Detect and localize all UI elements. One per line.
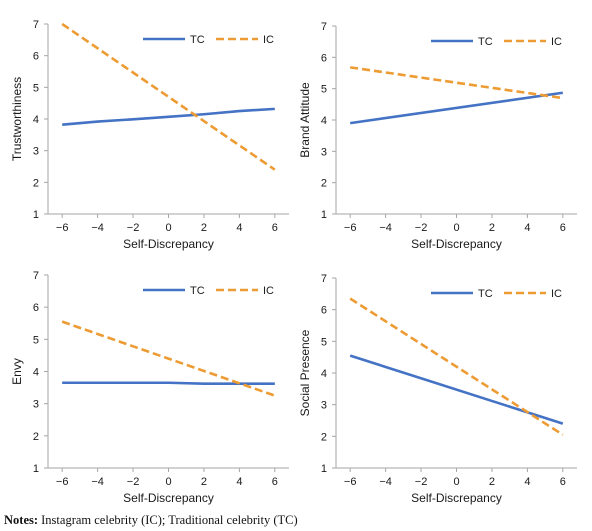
x-axis-title: Self-Discrepancy (411, 491, 502, 505)
legend-label-tc: TC (478, 36, 493, 48)
y-axis-title: Brand Attitude (298, 82, 312, 158)
x-tick-label: −6 (56, 222, 69, 234)
series-line-tc (62, 107, 275, 126)
figure-notes: Notes: Instagram celebrity (IC); Traditi… (4, 513, 298, 528)
x-tick-label: 6 (272, 222, 278, 234)
x-tick-label: 0 (453, 476, 459, 488)
series-line-ic (349, 297, 564, 436)
x-tick-label: 2 (489, 476, 495, 488)
legend-label-tc: TC (190, 34, 205, 46)
notes-label: Notes: (4, 513, 39, 527)
x-axis-title: Self-Discrepancy (123, 491, 214, 505)
y-tick-label: 3 (321, 146, 327, 158)
y-tick-label: 5 (321, 84, 327, 96)
x-tick-label: −4 (91, 222, 104, 234)
y-tick-label: 1 (33, 463, 39, 475)
y-axis-title: Trustworthiness (10, 77, 24, 161)
y-tick-label: 4 (321, 115, 327, 127)
x-tick-label: −2 (415, 222, 428, 234)
x-axis-title: Self-Discrepancy (123, 237, 214, 251)
y-tick-label: 5 (321, 336, 327, 348)
y-tick-label: 2 (33, 431, 39, 443)
legend-label-ic: IC (263, 34, 274, 46)
y-tick-label: 6 (33, 302, 39, 314)
x-tick-label: −6 (344, 222, 357, 234)
legend-label-ic: IC (551, 288, 562, 300)
series-line-ic (61, 320, 276, 397)
y-tick-label: 6 (321, 305, 327, 317)
x-tick-label: 0 (165, 222, 171, 234)
y-tick-label: 7 (321, 21, 327, 33)
x-tick-label: 4 (524, 476, 530, 488)
y-tick-label: 4 (33, 114, 39, 126)
chart-panel-1: 1 2 3 4 5 6 7 −6 −4 −2 0 2 4 6 Self-Discrepancy Trustwo… (10, 19, 289, 251)
series-line-tc (62, 381, 275, 386)
x-tick-label: 4 (236, 476, 242, 488)
y-tick-label: 7 (33, 270, 39, 282)
x-tick-label: −4 (379, 222, 392, 234)
x-axis-title: Self-Discrepancy (411, 237, 502, 251)
y-tick-label: 1 (321, 463, 327, 475)
y-tick-label: 6 (33, 51, 39, 63)
chart-panel-4: 1 2 3 4 5 6 7 −6 −4 −2 0 2 4 6 Self-Discrepancy Social … (298, 273, 577, 505)
y-tick-label: 2 (33, 177, 39, 189)
y-axis-title: Social Presence (298, 329, 312, 416)
y-tick-label: 1 (321, 209, 327, 221)
x-tick-label: −4 (379, 476, 392, 488)
series-line-tc (349, 91, 564, 125)
y-axis-title: Envy (10, 358, 24, 385)
x-tick-label: −2 (415, 476, 428, 488)
legend-label-tc: TC (478, 288, 493, 300)
x-tick-label: −4 (91, 476, 104, 488)
x-tick-label: 2 (201, 222, 207, 234)
y-tick-label: 5 (33, 82, 39, 94)
legend-label-tc: TC (190, 285, 205, 297)
x-tick-label: 2 (489, 222, 495, 234)
series-line-ic (61, 22, 276, 171)
y-tick-label: 2 (321, 178, 327, 190)
y-tick-label: 3 (33, 146, 39, 158)
legend-label-ic: IC (263, 285, 274, 297)
x-tick-label: −6 (56, 476, 69, 488)
x-tick-label: −6 (344, 476, 357, 488)
notes-text: Instagram celebrity (IC); Traditional ce… (38, 513, 298, 527)
chart-panel-3: 1 2 3 4 5 6 7 −6 −4 −2 0 2 4 6 Self-Discrepancy Envy TC I… (10, 270, 289, 505)
chart-panel-2: 1 2 3 4 5 6 7 −6 −4 −2 0 2 4 6 Self-Discrepancy Brand A… (298, 21, 577, 251)
y-tick-label: 7 (33, 19, 39, 31)
y-tick-label: 4 (33, 367, 39, 379)
y-tick-label: 2 (321, 431, 327, 443)
x-tick-label: 4 (524, 222, 530, 234)
x-tick-label: 4 (236, 222, 242, 234)
y-tick-label: 3 (321, 400, 327, 412)
x-tick-label: 2 (201, 476, 207, 488)
x-tick-label: 6 (272, 476, 278, 488)
x-tick-label: 0 (453, 222, 459, 234)
x-tick-label: −2 (127, 476, 140, 488)
y-tick-label: 6 (321, 52, 327, 64)
y-tick-label: 5 (33, 334, 39, 346)
y-tick-label: 3 (33, 399, 39, 411)
legend-label-ic: IC (551, 36, 562, 48)
y-tick-label: 7 (321, 273, 327, 285)
y-tick-label: 1 (33, 209, 39, 221)
series-line-ic (349, 66, 564, 100)
x-tick-label: 0 (165, 476, 171, 488)
x-tick-label: 6 (560, 476, 566, 488)
x-tick-label: −2 (127, 222, 140, 234)
x-tick-label: 6 (560, 222, 566, 234)
y-tick-label: 4 (321, 368, 327, 380)
